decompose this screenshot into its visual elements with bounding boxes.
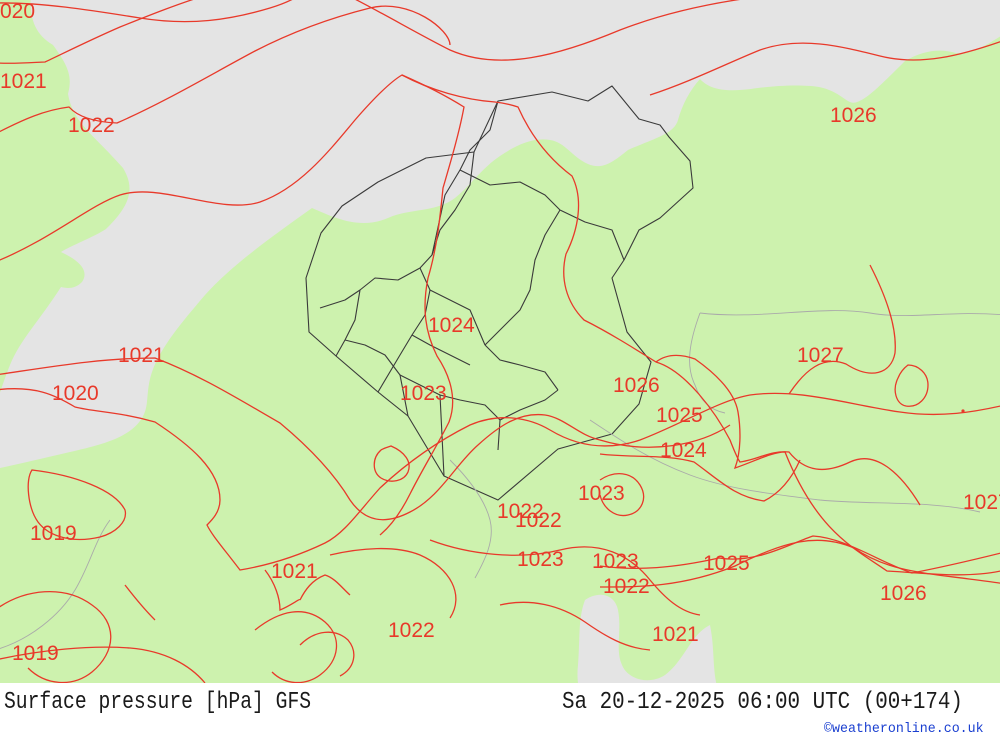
svg-text:1019: 1019	[30, 522, 77, 545]
svg-text:1027: 1027	[963, 491, 1000, 514]
svg-text:1022: 1022	[68, 114, 115, 137]
svg-text:1022: 1022	[603, 575, 650, 598]
svg-text:1021: 1021	[118, 344, 165, 367]
svg-text:1023: 1023	[578, 482, 625, 505]
svg-text:1022: 1022	[515, 509, 562, 532]
svg-text:1024: 1024	[660, 439, 707, 462]
svg-text:1025: 1025	[703, 552, 750, 575]
svg-text:1026: 1026	[613, 374, 660, 397]
svg-text:1022: 1022	[388, 619, 435, 642]
svg-text:1021: 1021	[271, 560, 318, 583]
svg-text:020: 020	[0, 0, 35, 23]
svg-text:1027: 1027	[797, 344, 844, 367]
svg-text:1025: 1025	[656, 404, 703, 427]
svg-text:1023: 1023	[592, 550, 639, 573]
svg-text:1021: 1021	[0, 70, 47, 93]
svg-text:1024: 1024	[428, 314, 475, 337]
svg-text:1026: 1026	[830, 104, 877, 127]
svg-text:1023: 1023	[517, 548, 564, 571]
svg-text:1021: 1021	[652, 623, 699, 646]
svg-text:1023: 1023	[400, 382, 447, 405]
svg-text:1020: 1020	[52, 382, 99, 405]
svg-text:1019: 1019	[12, 642, 59, 665]
svg-text:1026: 1026	[880, 582, 927, 605]
